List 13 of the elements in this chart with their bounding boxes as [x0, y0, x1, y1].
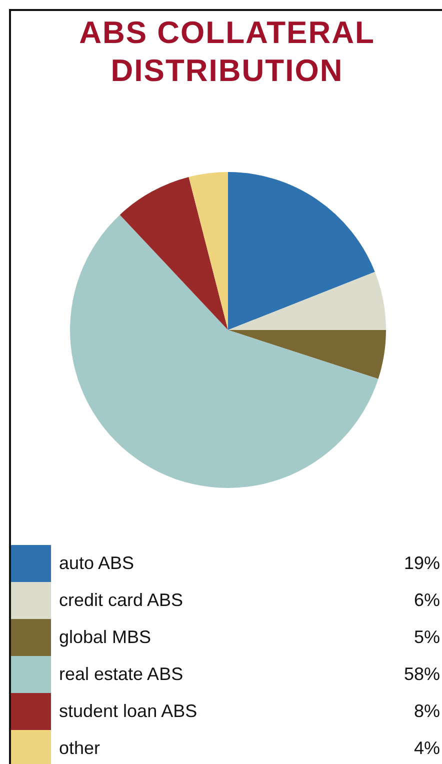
- data-label: 5%: [414, 627, 441, 648]
- legend-label: auto ABS: [58, 553, 136, 574]
- legend-label: credit card ABS: [58, 590, 184, 611]
- data-label: 4%: [414, 738, 441, 759]
- legend-label: global MBS: [58, 627, 152, 648]
- chart-title: ABS COLLATERAL DISTRIBUTION: [78, 14, 376, 90]
- data-label: 6%: [414, 590, 441, 611]
- legend-label: real estate ABS: [58, 664, 184, 685]
- legend-label: other: [58, 738, 102, 759]
- data-label: 19%: [404, 553, 441, 574]
- data-label: 58%: [404, 664, 441, 685]
- legend-label: student loan ABS: [58, 701, 198, 722]
- data-label: 8%: [414, 701, 441, 722]
